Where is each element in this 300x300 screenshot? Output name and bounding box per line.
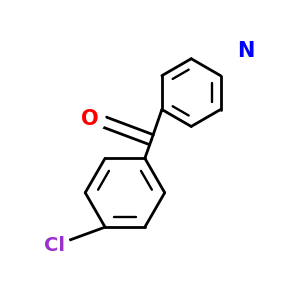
Text: N: N bbox=[237, 41, 254, 62]
Text: Cl: Cl bbox=[44, 236, 65, 255]
Circle shape bbox=[230, 36, 261, 67]
Text: O: O bbox=[81, 109, 98, 129]
Circle shape bbox=[74, 104, 105, 134]
Circle shape bbox=[39, 230, 70, 261]
